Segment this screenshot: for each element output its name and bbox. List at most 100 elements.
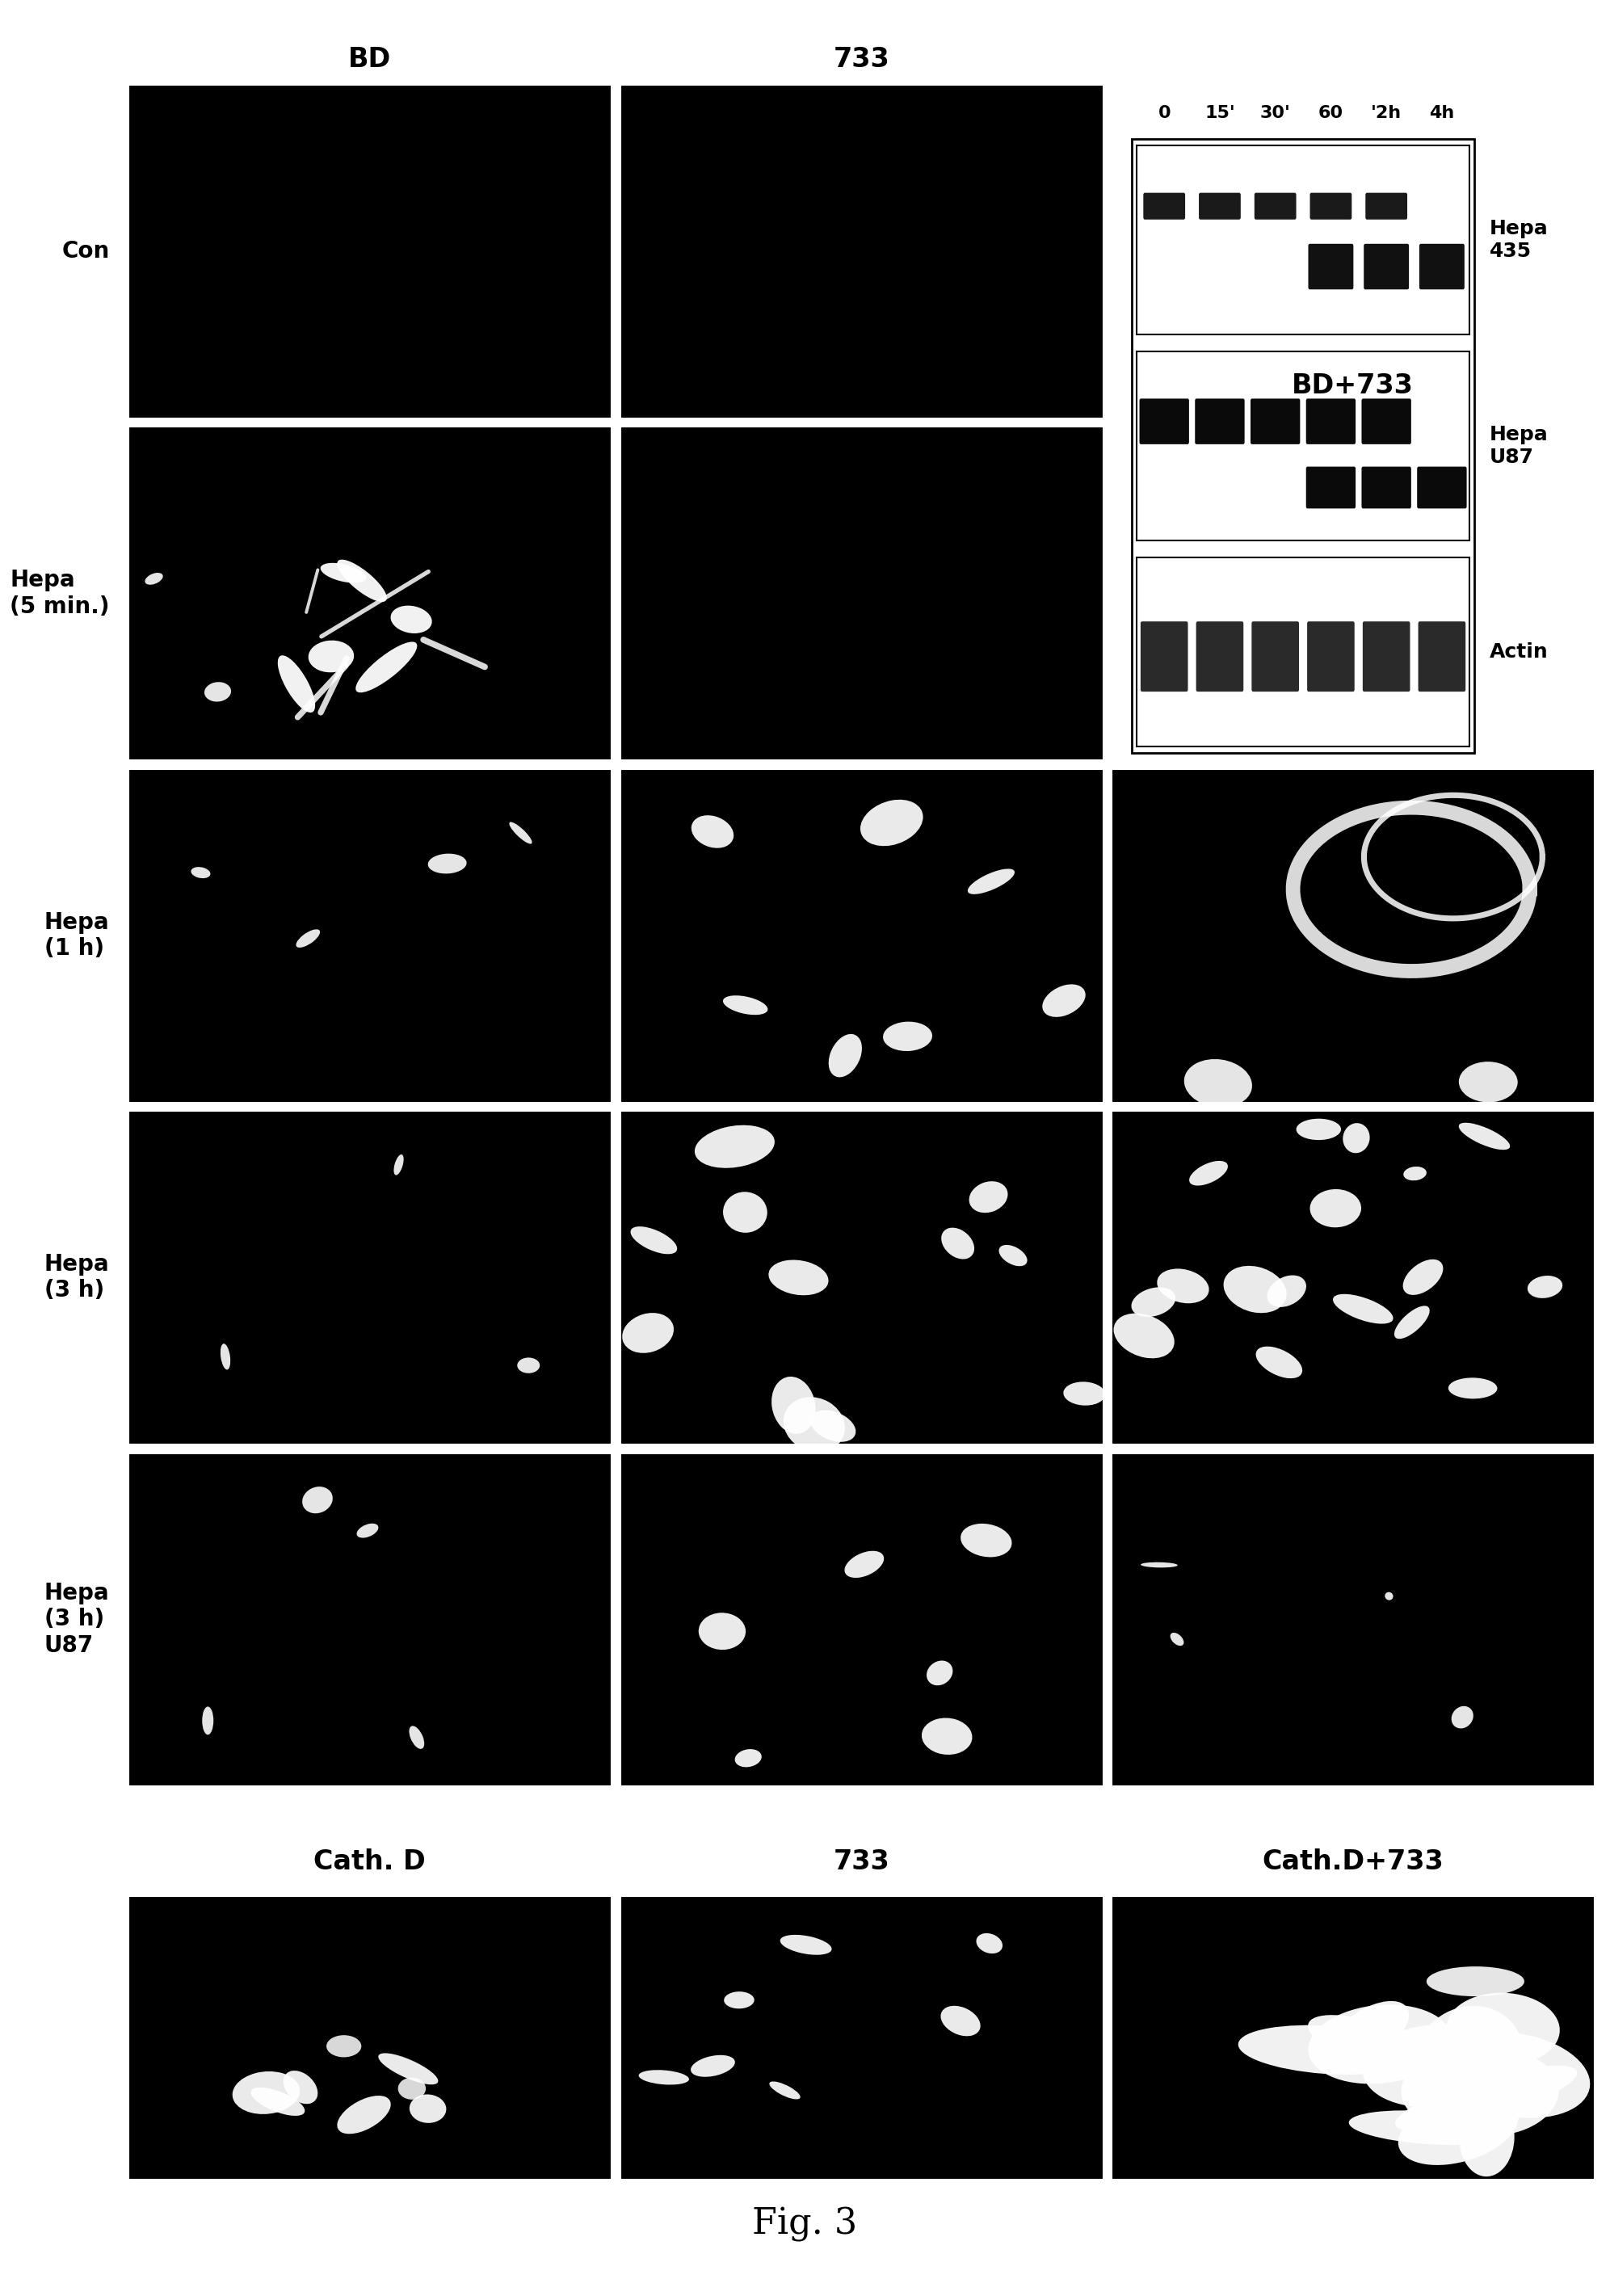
Ellipse shape — [631, 1226, 678, 1254]
Text: 733: 733 — [834, 1848, 889, 1876]
FancyBboxPatch shape — [1137, 558, 1470, 746]
Ellipse shape — [1402, 1258, 1443, 1295]
Ellipse shape — [509, 822, 531, 845]
FancyBboxPatch shape — [1306, 400, 1356, 443]
Ellipse shape — [961, 1525, 1011, 1557]
Text: Hepa
(1 h): Hepa (1 h) — [45, 912, 109, 960]
Ellipse shape — [1433, 2050, 1558, 2135]
Ellipse shape — [1397, 2096, 1518, 2165]
Ellipse shape — [1256, 1345, 1302, 1378]
FancyBboxPatch shape — [1365, 193, 1407, 220]
Ellipse shape — [398, 2078, 425, 2099]
Ellipse shape — [1528, 1277, 1562, 1297]
Ellipse shape — [296, 930, 320, 948]
FancyBboxPatch shape — [1251, 400, 1301, 443]
Text: Cath.D+733: Cath.D+733 — [1262, 1848, 1444, 1876]
Text: Hepa
(3 h): Hepa (3 h) — [45, 1254, 109, 1302]
Ellipse shape — [1114, 1313, 1174, 1359]
Ellipse shape — [829, 1033, 861, 1077]
Ellipse shape — [1449, 1378, 1497, 1398]
Ellipse shape — [336, 2096, 391, 2133]
Ellipse shape — [428, 854, 467, 875]
Ellipse shape — [1404, 1166, 1426, 1180]
Ellipse shape — [1396, 2066, 1578, 2131]
Ellipse shape — [723, 1192, 768, 1233]
Ellipse shape — [781, 1936, 832, 1954]
Ellipse shape — [221, 1343, 230, 1371]
Ellipse shape — [1333, 1295, 1393, 1325]
Ellipse shape — [976, 1933, 1003, 1954]
Text: Actin: Actin — [1489, 643, 1549, 661]
Ellipse shape — [1451, 1706, 1473, 1729]
Ellipse shape — [1132, 1288, 1175, 1318]
Ellipse shape — [942, 1228, 974, 1258]
Ellipse shape — [927, 1660, 953, 1685]
Ellipse shape — [303, 1486, 333, 1513]
Text: Hepa
435: Hepa 435 — [1489, 218, 1549, 262]
Ellipse shape — [940, 2007, 980, 2037]
Ellipse shape — [1296, 1118, 1341, 1141]
Text: BD: BD — [348, 46, 391, 73]
Ellipse shape — [1327, 2002, 1409, 2064]
FancyBboxPatch shape — [1137, 145, 1470, 335]
Ellipse shape — [1224, 1265, 1286, 1313]
Ellipse shape — [921, 1717, 972, 1754]
Text: Hepa
U87: Hepa U87 — [1489, 425, 1549, 466]
Ellipse shape — [1307, 2016, 1451, 2080]
Ellipse shape — [203, 1706, 214, 1736]
FancyBboxPatch shape — [1251, 622, 1299, 691]
Ellipse shape — [409, 1727, 425, 1750]
Ellipse shape — [723, 996, 768, 1015]
Ellipse shape — [1141, 1561, 1177, 1568]
Ellipse shape — [309, 641, 354, 673]
FancyBboxPatch shape — [1140, 400, 1190, 443]
Ellipse shape — [1446, 1993, 1560, 2064]
Text: Cath. D: Cath. D — [314, 1848, 425, 1876]
Ellipse shape — [1459, 1123, 1510, 1150]
Text: 15': 15' — [1204, 106, 1235, 122]
Ellipse shape — [639, 2071, 689, 2085]
FancyBboxPatch shape — [1420, 243, 1465, 289]
Ellipse shape — [1459, 1061, 1518, 1102]
Ellipse shape — [283, 2071, 317, 2103]
Ellipse shape — [320, 563, 367, 583]
Ellipse shape — [1170, 1632, 1183, 1646]
Ellipse shape — [409, 2094, 446, 2124]
Ellipse shape — [1401, 2048, 1536, 2133]
Ellipse shape — [691, 2055, 736, 2078]
Ellipse shape — [724, 1991, 753, 2009]
Ellipse shape — [969, 1180, 1008, 1212]
Text: '2h: '2h — [1372, 106, 1402, 122]
Ellipse shape — [768, 1261, 829, 1295]
Ellipse shape — [145, 572, 163, 585]
Text: 4h: 4h — [1430, 106, 1454, 122]
Ellipse shape — [1385, 1591, 1393, 1600]
Ellipse shape — [1426, 1965, 1525, 1995]
Ellipse shape — [1183, 1058, 1253, 1107]
Ellipse shape — [1362, 2025, 1504, 2108]
Ellipse shape — [192, 868, 211, 879]
FancyBboxPatch shape — [1196, 622, 1243, 691]
Text: 733: 733 — [834, 46, 889, 73]
Ellipse shape — [810, 1410, 857, 1442]
FancyBboxPatch shape — [1418, 622, 1465, 691]
FancyBboxPatch shape — [1364, 243, 1409, 289]
Ellipse shape — [1238, 2025, 1417, 2076]
FancyBboxPatch shape — [1309, 243, 1354, 289]
Ellipse shape — [391, 606, 431, 634]
Ellipse shape — [882, 1022, 932, 1052]
Text: Con: Con — [61, 241, 109, 262]
Ellipse shape — [1190, 1162, 1228, 1185]
Ellipse shape — [1267, 1274, 1306, 1306]
Ellipse shape — [770, 2082, 800, 2099]
Ellipse shape — [378, 2053, 438, 2085]
Text: 0: 0 — [1158, 106, 1170, 122]
Ellipse shape — [691, 815, 734, 847]
Ellipse shape — [784, 1396, 845, 1451]
FancyBboxPatch shape — [1199, 193, 1241, 220]
Ellipse shape — [1042, 985, 1085, 1017]
FancyBboxPatch shape — [1306, 466, 1356, 507]
Ellipse shape — [621, 1313, 673, 1352]
Ellipse shape — [232, 2071, 299, 2115]
FancyBboxPatch shape — [1362, 400, 1410, 443]
